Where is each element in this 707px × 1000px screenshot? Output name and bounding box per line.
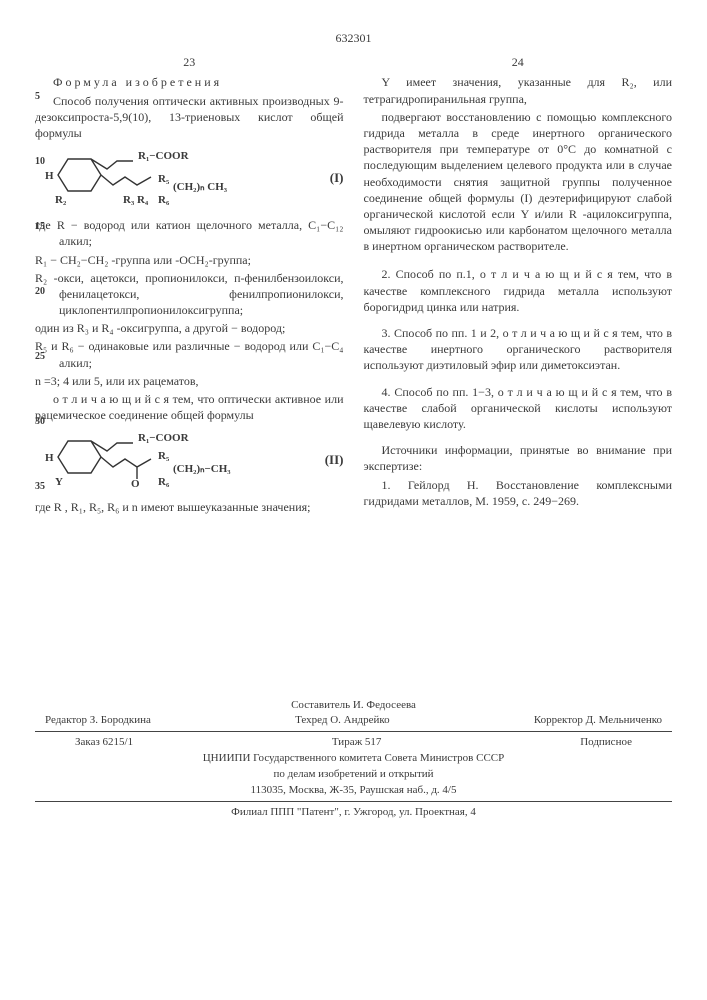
print-info-row: Заказ 6215/1 Тираж 517 Подписное — [35, 735, 672, 750]
formula1-R2: R₂ — [55, 193, 66, 208]
y-definition: Y имеет значения, указанные для R₂, или … — [364, 74, 673, 106]
formula2-R1COOR: R₁−COOR — [138, 431, 189, 446]
formula1-H: H — [45, 169, 54, 184]
left-column: 23 Формула изобретения Способ получения … — [35, 54, 344, 517]
formula1-R6: R₆ — [158, 193, 169, 208]
sources-title: Источники информации, принятые во вниман… — [364, 442, 673, 474]
claim-2: 2. Способ по п.1, о т л и ч а ю щ и й с … — [364, 266, 673, 315]
right-page-number: 24 — [364, 54, 673, 70]
formula1-R1COOR: R₁−COOR — [138, 149, 189, 164]
compiler: Составитель И. Федосеева — [35, 698, 672, 713]
intro-paragraph: Способ получения оптически активных прои… — [35, 93, 344, 142]
formula2-Y: Y — [55, 475, 63, 490]
line-marker-5: 5 — [35, 90, 40, 104]
editor: Редактор З. Бородкина — [45, 713, 151, 728]
formula2-where: где R , R₁, R₅, R₆ и n имеют вышеуказанн… — [35, 499, 344, 515]
org-line-1: ЦНИИПИ Государственного комитета Совета … — [35, 751, 672, 766]
formula1-chain: (CH₂)ₙ CH₃ — [173, 180, 227, 195]
right-column: 24 Y имеет значения, указанные для R₂, и… — [364, 54, 673, 517]
distinguishing-clause: о т л и ч а ю щ и й с я тем, что оптичес… — [35, 391, 344, 423]
def-R2: R₂ -окси, ацетокси, пропионилокси, п-фен… — [59, 270, 344, 319]
structural-formula-1: H R₂ R₁−COOR R₅ (CH₂)ₙ CH₃ R₃ R₄ R₆ (I) — [43, 147, 344, 209]
subscription: Подписное — [580, 735, 632, 750]
corrector: Корректор Д. Мельниченко — [534, 713, 662, 728]
formula1-R3R4: R₃ R₄ — [123, 193, 148, 208]
formula2-R5: R₅ — [158, 449, 169, 464]
def-R5R6: R₅ и R₆ − одинаковые или различные − вод… — [59, 338, 344, 370]
tirage: Тираж 517 — [332, 735, 382, 750]
page-wrapper: 632301 5 10 15 20 25 30 35 23 Формула из… — [35, 30, 672, 819]
two-column-layout: 23 Формула изобретения Способ получения … — [35, 54, 672, 517]
claims-title: Формула изобретения — [53, 75, 222, 89]
patent-number: 632301 — [35, 30, 672, 46]
process-description: подвергают восстановлению с помощью комп… — [364, 109, 673, 255]
order: Заказ 6215/1 — [75, 735, 133, 750]
left-page-number: 23 — [35, 54, 344, 70]
address: 113035, Москва, Ж-35, Раушская наб., д. … — [35, 783, 672, 798]
credits-row: Редактор З. Бородкина Техред О. Андрейко… — [35, 713, 672, 728]
branch: Филиал ППП "Патент", г. Ужгород, ул. Про… — [35, 805, 672, 820]
line-marker-25: 25 — [35, 350, 45, 364]
def-n: n =3; 4 или 5, или их рацематов, — [59, 373, 344, 389]
org-line-2: по делам изобретений и открытий — [35, 767, 672, 782]
structural-formula-2: H Y R₁−COOR R₅ (CH₂)ₙ−CH₃ O R₆ (II) — [43, 429, 344, 491]
footer-rule-1 — [35, 731, 672, 732]
formula2-label: (II) — [325, 451, 344, 469]
def-R1: R₁ − CH₂−CH₂ -группа или -OCH₂-группа; — [59, 252, 344, 268]
claim-3: 3. Способ по пп. 1 и 2, о т л и ч а ю щ … — [364, 325, 673, 374]
line-marker-15: 15 — [35, 220, 45, 234]
footer-block: Составитель И. Федосеева Редактор З. Бор… — [35, 698, 672, 820]
formula2-H: H — [45, 451, 54, 466]
formula1-R5: R₅ — [158, 172, 169, 187]
source-1: 1. Гейлорд Н. Восстановление комплексным… — [364, 477, 673, 509]
line-marker-20: 20 — [35, 285, 45, 299]
line-marker-30: 30 — [35, 415, 45, 429]
footer-rule-2 — [35, 801, 672, 802]
techred: Техред О. Андрейко — [295, 713, 390, 728]
claim-4: 4. Способ по пп. 1−3, о т л и ч а ю щ и … — [364, 384, 673, 433]
def-R: где R − водород или катион щелочного мет… — [59, 217, 344, 249]
def-R3R4: один из R₃ и R₄ -оксигруппа, а другой − … — [59, 320, 344, 336]
formula2-O: O — [131, 477, 140, 492]
formula2-chain: (CH₂)ₙ−CH₃ — [173, 462, 231, 477]
formula2-R6: R₆ — [158, 475, 169, 490]
formula1-label: (I) — [330, 169, 344, 187]
